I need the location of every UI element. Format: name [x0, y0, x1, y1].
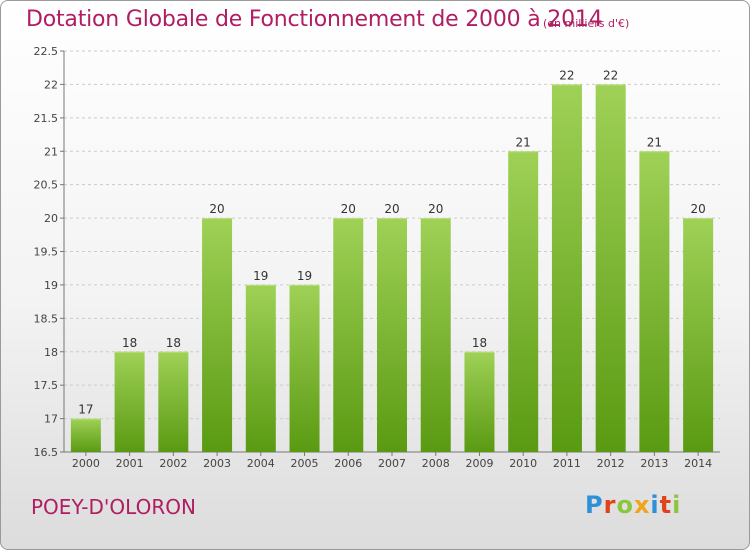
x-tick-label: 2010 [509, 457, 537, 470]
y-tick-label: 19 [44, 279, 58, 292]
logo-letter: t [659, 491, 673, 519]
data-label: 18 [472, 336, 487, 350]
bar-2008 [420, 218, 451, 452]
data-labels: 17 18 18 20 19 19 20 20 20 18 21 22 22 21 20 [78, 68, 706, 416]
x-tick-label: 2014 [684, 457, 712, 470]
logo-letter: i [672, 491, 682, 519]
y-tick-label: 17 [44, 413, 58, 426]
x-tick-label: 2012 [597, 457, 625, 470]
x-tick-label: 2013 [640, 457, 668, 470]
x-tick-label: 2000 [72, 457, 100, 470]
x-tick-label: 2005 [291, 457, 319, 470]
y-tick-label: 22 [44, 78, 58, 91]
x-tick-label: 2003 [203, 457, 231, 470]
x-tick-label: 2008 [422, 457, 450, 470]
data-label: 20 [384, 202, 399, 216]
y-tick-label: 21 [44, 145, 58, 158]
x-tick-label: 2009 [465, 457, 493, 470]
data-label: 20 [341, 202, 356, 216]
data-label: 22 [559, 68, 574, 82]
data-label: 18 [122, 336, 137, 350]
bar-2001 [114, 351, 145, 452]
y-tick-label: 20.5 [34, 179, 59, 192]
x-tick-label: 2004 [247, 457, 275, 470]
bar-2009 [464, 351, 495, 452]
place-name: POEY-D'OLORON [31, 495, 196, 519]
data-label: 19 [253, 269, 268, 283]
data-label: 18 [166, 336, 181, 350]
proxiti-logo: Proxiti [585, 491, 681, 519]
x-tick-label: 2011 [553, 457, 581, 470]
data-label: 19 [297, 269, 312, 283]
x-tick-label: 2007 [378, 457, 406, 470]
data-label: 20 [428, 202, 443, 216]
logo-letter: o [616, 491, 634, 519]
bar-2007 [377, 218, 407, 452]
logo-letter: r [603, 491, 617, 519]
x-tick-label: 2001 [116, 457, 144, 470]
data-label: 21 [647, 135, 662, 149]
bar-2000 [70, 418, 101, 452]
y-tick-label: 18 [44, 346, 58, 359]
bar-2010 [508, 151, 539, 452]
bar-2014 [683, 218, 714, 452]
logo-letter: P [585, 491, 604, 519]
data-label: 17 [78, 403, 93, 417]
y-tick-label: 21.5 [34, 112, 59, 125]
y-tick-label: 22.5 [34, 45, 59, 58]
bar-2011 [551, 84, 582, 453]
x-tick-label: 2002 [159, 457, 187, 470]
bars [70, 84, 714, 453]
data-label: 20 [690, 202, 705, 216]
data-label: 21 [516, 135, 531, 149]
bar-2012 [595, 84, 626, 453]
bar-2013 [639, 151, 670, 452]
y-tick-label: 19.5 [34, 246, 59, 259]
unit-note: (en milliers d'€) [543, 17, 630, 30]
x-tick-label: 2006 [334, 457, 362, 470]
bar-2002 [158, 351, 189, 452]
data-label: 22 [603, 68, 618, 82]
bar-2003 [202, 218, 233, 452]
bar-2006 [333, 218, 364, 452]
y-tick-label: 16.5 [34, 446, 59, 459]
logo-letter: i [650, 491, 660, 519]
logo-letter: x [633, 491, 651, 519]
bar-2005 [289, 284, 320, 452]
chart-title: Dotation Globale de Fonctionnement de 20… [26, 7, 603, 32]
y-tick-label: 20 [44, 212, 58, 225]
y-tick-label: 18.5 [34, 312, 59, 325]
data-label: 20 [209, 202, 224, 216]
y-tick-label: 17.5 [34, 379, 59, 392]
bar-2004 [245, 284, 276, 452]
